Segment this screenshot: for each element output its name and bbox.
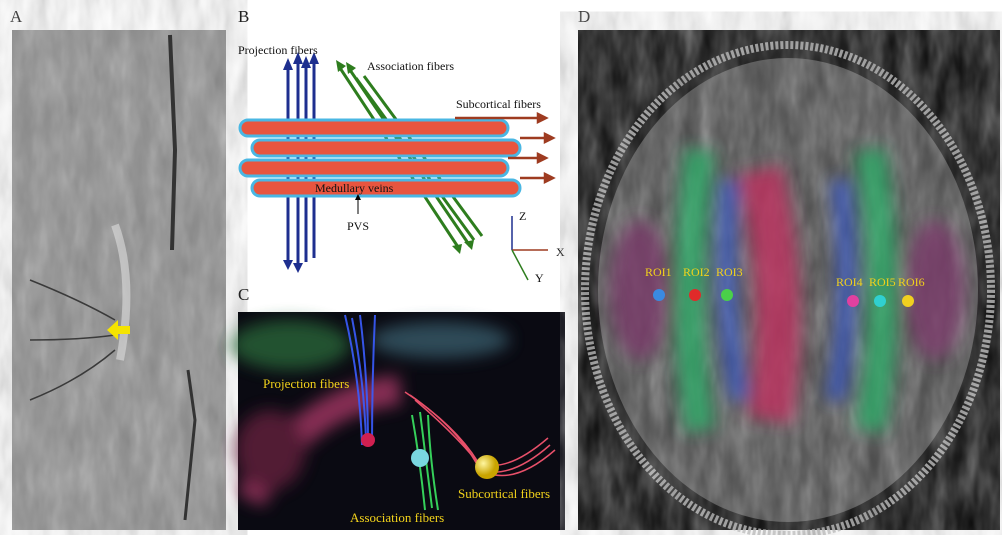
axis-label: X <box>556 245 565 259</box>
label: Association fibers <box>350 510 444 525</box>
label: Association fibers <box>367 59 454 73</box>
label: PVS <box>347 219 369 233</box>
label: Medullary veins <box>315 181 394 195</box>
panel-label: A <box>10 7 23 26</box>
roi-label: ROI4 <box>836 275 863 289</box>
panel-label: C <box>238 285 249 304</box>
panel-label: B <box>238 7 249 26</box>
roi-label: ROI5 <box>869 275 896 289</box>
panel-a-image <box>12 30 226 530</box>
roi-label: ROI2 <box>683 265 710 279</box>
roi-label: ROI3 <box>716 265 743 279</box>
axis-label: Y <box>535 271 544 285</box>
panel-label: D <box>578 7 590 26</box>
panel-d-image: ROI1 ROI2 ROI3 ROI4 ROI5 ROI6 <box>578 30 1000 535</box>
label: Projection fibers <box>238 43 318 57</box>
panel-b-diagram: Projection fibers Association fibers Sub… <box>238 43 565 285</box>
label: Subcortical fibers <box>456 97 541 111</box>
roi-label: ROI6 <box>898 275 925 289</box>
label: Projection fibers <box>263 376 349 391</box>
panel-c-image: Projection fibers Subcortical fibers Ass… <box>230 312 565 530</box>
label: Subcortical fibers <box>458 486 550 501</box>
roi-label: ROI1 <box>645 265 672 279</box>
axis-label: Z <box>519 209 526 223</box>
